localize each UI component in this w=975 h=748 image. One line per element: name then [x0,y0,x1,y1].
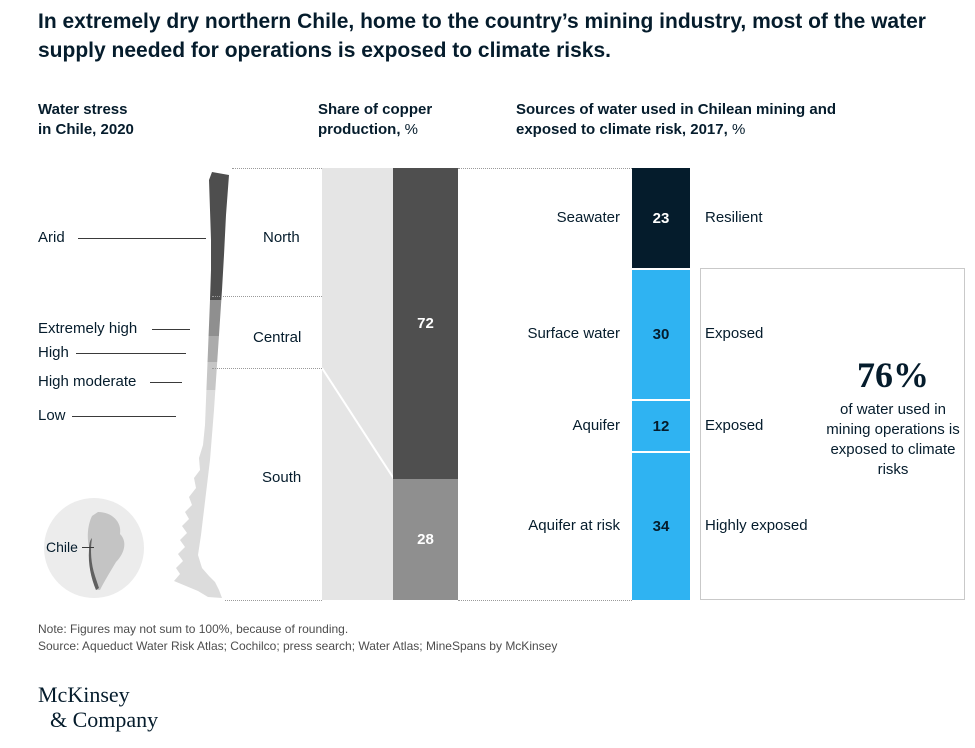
pointer-line-chile-globe [82,547,94,548]
exposed-callout-box [700,268,965,600]
status-label-surface-water: Exposed [705,325,764,342]
water-segment-surface-water: 30 [632,268,690,399]
copper-value-north-central: 72 [417,315,434,332]
header-sources-line2-text: exposed to climate risk, 2017, [516,121,728,139]
header-water-stress-line1: Water stress [38,101,128,118]
header-sources-line2: exposed to climate risk, 2017, % [516,120,961,140]
funnel-connector [322,168,394,600]
globe-inset [44,498,144,598]
pointer-line-extremely-high [152,329,190,330]
exhibit-title: In extremely dry northern Chile, home to… [38,10,926,62]
status-label-aquifer: Exposed [705,417,764,434]
header-copper-line2: production, % [318,120,432,140]
stress-label-arid: Arid [38,229,65,246]
water-value-aquifer-at-risk: 34 [652,518,670,535]
status-label-aquifer-at-risk: Highly exposed [705,517,808,534]
globe-label-chile: Chile [46,539,78,555]
header-sources: Sources of water used in Chilean mining … [516,100,961,141]
copper-value-south: 28 [417,531,434,548]
header-copper: Share of copper production, % [318,100,432,141]
region-label-south: South [262,469,302,486]
map-band-arid [174,172,229,300]
water-label-surface-water: Surface water [527,325,620,342]
dotted-connector-top-right [458,168,632,169]
dotted-connector-bottom-right [458,600,632,601]
pointer-line-arid [78,238,206,239]
stress-label-high: High [38,344,69,361]
region-label-north: North [263,229,300,246]
copper-segment-north-central: 72 [393,168,458,479]
water-value-aquifer: 12 [652,417,670,435]
pointer-line-low [72,416,176,417]
water-sources-bar: 23 30 12 34 [632,168,690,600]
water-value-seawater: 23 [652,209,670,227]
dotted-connector-central-south [212,368,322,369]
mckinsey-logo: McKinsey & Company [38,682,158,733]
water-label-aquifer: Aquifer [572,417,620,434]
stress-label-high-moderate: High moderate [38,373,137,390]
globe-south-america [87,512,125,590]
globe-chile-strip [88,538,99,590]
header-water-stress: Water stress in Chile, 2020 [38,100,134,141]
callout-text: of water used in mining operations is ex… [826,400,960,479]
status-label-seawater: Resilient [705,209,763,226]
dotted-connector-north-central [212,296,322,297]
map-band-high-moderate [174,362,229,390]
source-text: Source: Aqueduct Water Risk Atlas; Cochi… [38,639,558,653]
note-text: Note: Figures may not sum to 100%, becau… [38,622,349,636]
water-label-aquifer-at-risk: Aquifer at risk [528,517,620,534]
callout-value: 76% [857,355,929,395]
pointer-line-high [76,353,186,354]
map-band-low [174,390,229,598]
header-sources-line1: Sources of water used in Chilean mining … [516,101,837,118]
water-segment-seawater: 23 [632,168,690,268]
header-copper-line2-text: production, [318,121,401,139]
water-value-surface-water: 30 [652,326,670,343]
header-water-stress-line2: in Chile, 2020 [38,121,134,139]
copper-segment-south: 28 [393,479,458,600]
region-label-central: Central [253,329,302,346]
chile-map [174,172,229,598]
water-segment-aquifer: 12 [632,399,690,451]
callout: 76% of water used in mining operations i… [818,355,968,481]
copper-production-bar: 72 28 [393,168,458,600]
dotted-connector-top-left [232,168,322,169]
header-copper-unit: % [404,121,419,139]
stress-label-extremely-high: Extremely high [38,320,138,337]
logo-line2: & Company [50,707,159,733]
stress-label-low: Low [38,407,66,424]
dotted-connector-bottom-left [225,600,322,601]
header-sources-unit: % [731,121,746,139]
water-segment-aquifer-at-risk: 34 [632,451,690,600]
logo-line1: McKinsey [38,682,130,707]
header-copper-line1: Share of copper [318,101,433,118]
water-label-seawater: Seawater [556,209,620,226]
pointer-line-high-moderate [150,382,182,383]
